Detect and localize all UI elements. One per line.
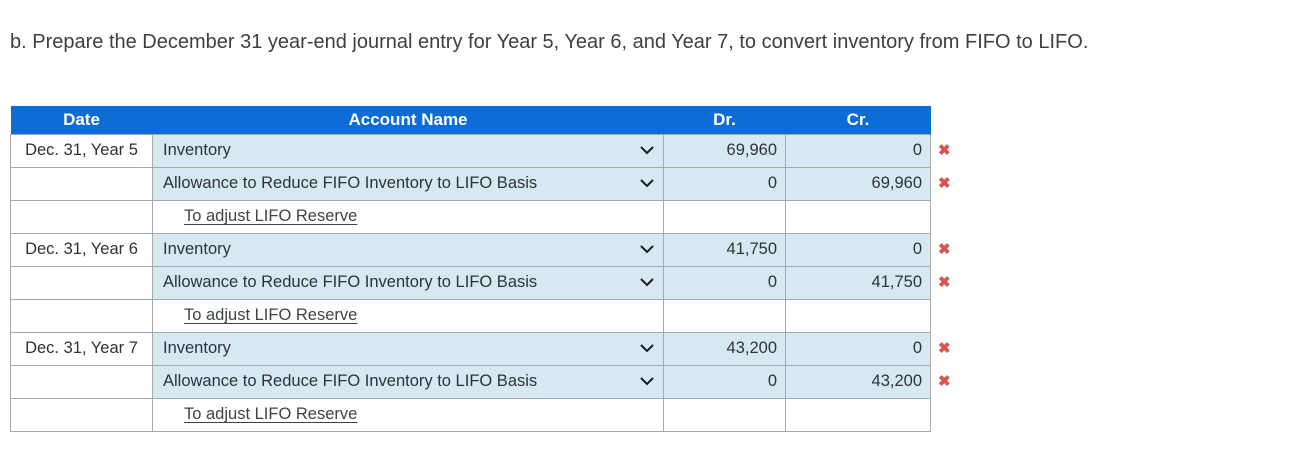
error-cell: ✖ [930,233,961,266]
date-cell [10,265,153,300]
table-row: Dec. 31, Year 6 Inventory 41,750 0 ✖ [10,232,961,267]
memo-text: To adjust LIFO Reserve [184,405,358,423]
cr-input[interactable]: 69,960 [785,166,931,201]
dr-input[interactable]: 0 [663,265,786,300]
chevron-down-icon [640,372,654,391]
chevron-down-icon [640,174,654,193]
account-select[interactable]: Inventory [152,331,664,366]
instruction-text: b. Prepare the December 31 year-end jour… [10,31,1089,53]
dr-cell-empty [663,397,786,432]
account-select-value: Inventory [163,339,231,357]
memo-text: To adjust LIFO Reserve [184,306,358,324]
cr-input[interactable]: 0 [785,133,931,168]
error-cell: ✖ [930,134,961,167]
account-select[interactable]: Inventory [152,133,664,168]
dr-cell-empty [663,199,786,234]
error-x-icon: ✖ [938,142,951,159]
account-select-value: Allowance to Reduce FIFO Inventory to LI… [163,273,538,291]
error-x-icon: ✖ [938,175,951,192]
chevron-down-icon [640,141,654,160]
account-select-value: Allowance to Reduce FIFO Inventory to LI… [163,174,538,192]
table-header-row: Date Account Name Dr. Cr. [10,106,961,134]
date-cell [10,397,153,432]
column-header-dr: Dr. [663,106,786,134]
error-x-icon: ✖ [938,274,951,291]
error-cell [930,398,961,431]
dr-input[interactable]: 69,960 [663,133,786,168]
account-select-value: Allowance to Reduce FIFO Inventory to LI… [163,372,538,390]
error-cell [930,299,961,332]
date-cell [10,298,153,333]
date-cell [10,199,153,234]
account-select-value: Inventory [163,240,231,258]
table-row: Allowance to Reduce FIFO Inventory to LI… [10,265,961,300]
error-x-icon: ✖ [938,373,951,390]
error-cell: ✖ [930,266,961,299]
memo-cell: To adjust LIFO Reserve [152,397,664,432]
dr-input[interactable]: 0 [663,364,786,399]
column-header-cr: Cr. [785,106,931,134]
date-cell [10,364,153,399]
cr-input[interactable]: 0 [785,232,931,267]
table-row: Dec. 31, Year 5 Inventory 69,960 0 ✖ [10,133,961,168]
cr-input[interactable]: 41,750 [785,265,931,300]
error-cell: ✖ [930,332,961,365]
error-cell: ✖ [930,365,961,398]
account-select[interactable]: Allowance to Reduce FIFO Inventory to LI… [152,166,664,201]
table-row: Allowance to Reduce FIFO Inventory to LI… [10,166,961,201]
table-row: Allowance to Reduce FIFO Inventory to LI… [10,364,961,399]
column-header-account-name: Account Name [152,106,664,134]
date-cell: Dec. 31, Year 5 [10,133,153,168]
memo-cell: To adjust LIFO Reserve [152,199,664,234]
table-row: To adjust LIFO Reserve [10,199,961,234]
cr-cell-empty [785,397,931,432]
error-x-icon: ✖ [938,340,951,357]
cr-cell-empty [785,199,931,234]
memo-text: To adjust LIFO Reserve [184,207,358,225]
dr-input[interactable]: 43,200 [663,331,786,366]
table-row: Dec. 31, Year 7 Inventory 43,200 0 ✖ [10,331,961,366]
table-row: To adjust LIFO Reserve [10,397,961,432]
account-select[interactable]: Allowance to Reduce FIFO Inventory to LI… [152,265,664,300]
error-x-icon: ✖ [938,241,951,258]
column-header-blank [930,106,961,134]
date-cell: Dec. 31, Year 6 [10,232,153,267]
account-select-value: Inventory [163,141,231,159]
dr-cell-empty [663,298,786,333]
dr-input[interactable]: 41,750 [663,232,786,267]
account-select[interactable]: Inventory [152,232,664,267]
date-cell [10,166,153,201]
cr-input[interactable]: 0 [785,331,931,366]
error-cell: ✖ [930,167,961,200]
cr-cell-empty [785,298,931,333]
chevron-down-icon [640,273,654,292]
column-header-date: Date [10,106,153,134]
account-select[interactable]: Allowance to Reduce FIFO Inventory to LI… [152,364,664,399]
chevron-down-icon [640,240,654,259]
dr-input[interactable]: 0 [663,166,786,201]
error-cell [930,200,961,233]
journal-entry-table: Date Account Name Dr. Cr. Dec. 31, Year … [10,106,961,432]
chevron-down-icon [640,339,654,358]
memo-cell: To adjust LIFO Reserve [152,298,664,333]
table-row: To adjust LIFO Reserve [10,298,961,333]
cr-input[interactable]: 43,200 [785,364,931,399]
date-cell: Dec. 31, Year 7 [10,331,153,366]
